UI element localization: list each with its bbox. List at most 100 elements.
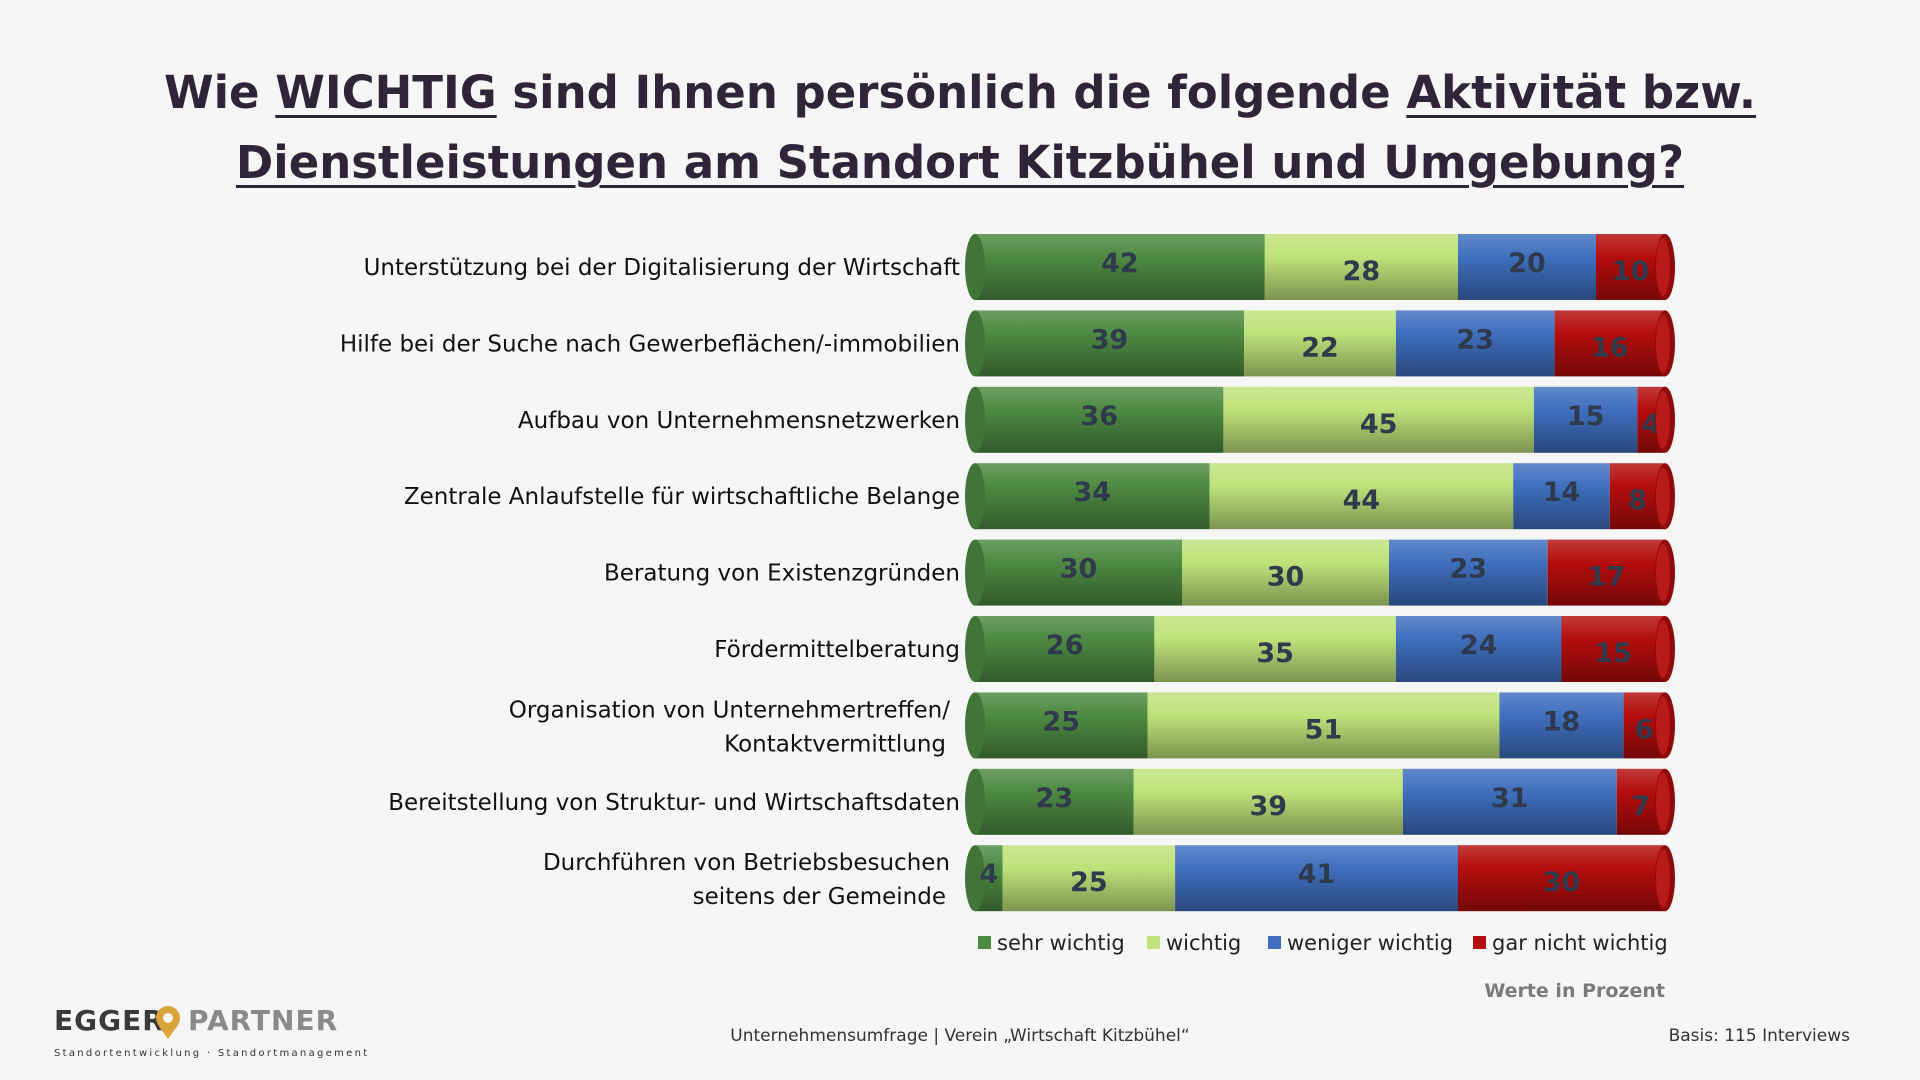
title-emphasis: Dienstleistungen am Standort Kitzbühel u… — [235, 136, 1685, 189]
bar-segment — [1554, 310, 1665, 377]
bar-segment — [1395, 310, 1555, 377]
value-label: 17 — [1588, 562, 1626, 593]
bar-segment — [1389, 539, 1548, 606]
bar-segment — [975, 310, 1245, 377]
value-label: 23 — [1450, 554, 1488, 585]
legend-swatch — [1473, 936, 1486, 949]
value-label: 41 — [1298, 859, 1336, 890]
value-label: 25 — [1042, 706, 1080, 737]
bar-end-cap-face — [1656, 390, 1670, 449]
category-label: Unterstützung bei der Digitalisierung de… — [364, 255, 960, 281]
bar-segment — [1533, 386, 1638, 453]
bar-segment — [1182, 539, 1389, 606]
category-label: Organisation von Unternehmertreffen/ — [509, 697, 950, 723]
value-label: 51 — [1305, 714, 1343, 745]
value-label: 30 — [1060, 554, 1098, 585]
logo-tagline: Standortentwicklung · Standortmanagement — [54, 1048, 370, 1059]
value-label: 30 — [1543, 867, 1581, 898]
value-label: 42 — [1101, 248, 1139, 279]
bar-left-cap — [965, 463, 985, 530]
bar-end-cap-face — [1656, 543, 1670, 602]
bar-segment — [1402, 768, 1617, 835]
title-emphasis: WICHTIG — [275, 66, 497, 119]
bar-segment — [1561, 616, 1665, 682]
category-label: seitens der Gemeinde — [693, 884, 946, 910]
value-label: 23 — [1456, 324, 1494, 355]
bar-segment — [975, 692, 1148, 759]
bar-segment — [1458, 234, 1596, 300]
bar-left-cap — [965, 539, 985, 606]
bar-end-cap-face — [1656, 849, 1670, 908]
title-text: Wie — [163, 66, 276, 119]
legend-label: gar nicht wichtig — [1492, 931, 1668, 955]
bar-segment — [1244, 310, 1396, 377]
bar-end-cap-face — [1656, 238, 1670, 296]
bar-left-cap — [965, 310, 985, 377]
value-label: 15 — [1594, 638, 1632, 669]
value-label: 39 — [1249, 791, 1287, 822]
bar-segment — [1395, 616, 1562, 682]
value-label: 31 — [1491, 783, 1529, 814]
value-label: 6 — [1635, 714, 1654, 745]
bar-left-cap — [965, 386, 985, 453]
bar-segment — [1223, 386, 1534, 453]
value-label: 36 — [1080, 401, 1118, 432]
bar-left-cap — [965, 234, 985, 300]
value-label: 18 — [1543, 706, 1581, 737]
value-label: 22 — [1301, 332, 1339, 363]
bar-segment — [1596, 234, 1665, 300]
bar-segment — [1175, 845, 1458, 912]
value-label: 45 — [1360, 409, 1398, 440]
value-label: 35 — [1256, 638, 1294, 669]
bar-left-cap — [965, 692, 985, 759]
bar-segment — [975, 539, 1182, 606]
bar-segment — [1499, 692, 1624, 759]
value-label: 26 — [1046, 630, 1084, 661]
bar-left-cap — [965, 768, 985, 835]
category-label: Kontaktvermittlung — [724, 731, 946, 757]
bar-segment — [1147, 692, 1500, 759]
legend-swatch — [1147, 936, 1160, 949]
bar-segment — [1264, 234, 1458, 300]
bar-segment — [975, 768, 1134, 835]
category-label: Durchführen von Betriebsbesuchen — [543, 850, 950, 876]
bar-segment — [1154, 616, 1396, 682]
bar-segment — [975, 463, 1210, 530]
bar-segment — [1133, 768, 1403, 835]
logo-word-left: EGGER — [54, 1004, 165, 1037]
value-label: 10 — [1612, 256, 1650, 287]
title-emphasis: Aktivität bzw. — [1406, 66, 1757, 119]
value-label: 39 — [1091, 324, 1129, 355]
logo-word-right: PARTNER — [188, 1004, 339, 1037]
legend-label: wichtig — [1166, 931, 1241, 955]
value-label: 25 — [1070, 867, 1108, 898]
value-label: 28 — [1343, 256, 1381, 287]
category-label: Bereitstellung von Struktur- und Wirtsch… — [388, 790, 960, 816]
value-label: 44 — [1343, 485, 1381, 516]
bar-segment — [1209, 463, 1514, 530]
bar-end-cap-face — [1656, 467, 1670, 526]
company-logo: EGGER PARTNER Standortentwicklung · Stan… — [54, 1004, 367, 1064]
title-line-1: Wie WICHTIG sind Ihnen persönlich die fo… — [0, 58, 1920, 128]
bar-end-cap-face — [1656, 772, 1670, 831]
bar-end-cap-face — [1656, 620, 1670, 678]
value-label: 23 — [1036, 783, 1074, 814]
bar-segment — [975, 386, 1224, 453]
value-label: 24 — [1460, 630, 1498, 661]
bar-left-cap — [965, 616, 985, 682]
legend-label: weniger wichtig — [1287, 931, 1453, 955]
value-label: 20 — [1508, 248, 1546, 279]
category-label: Hilfe bei der Suche nach Gewerbeflächen/… — [340, 331, 960, 357]
bar-segment — [1513, 463, 1610, 530]
title-line-2: Dienstleistungen am Standort Kitzbühel u… — [0, 128, 1920, 198]
value-label: 30 — [1267, 562, 1305, 593]
value-label: 34 — [1074, 477, 1112, 508]
bar-end-cap-face — [1656, 314, 1670, 373]
footer-basis: Basis: 115 Interviews — [1668, 1026, 1850, 1046]
value-label: 7 — [1631, 791, 1650, 822]
bar-end-cap-face — [1656, 696, 1670, 755]
legend-label: sehr wichtig — [997, 931, 1125, 955]
legend-swatch — [978, 936, 991, 949]
